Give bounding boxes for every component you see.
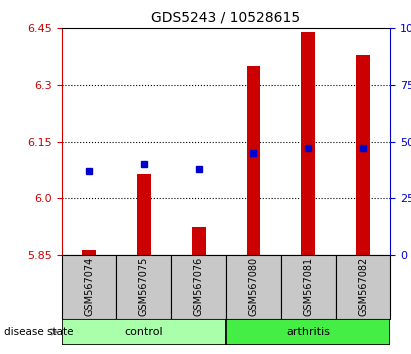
Bar <box>226 255 281 319</box>
Bar <box>116 255 171 319</box>
Text: GSM567081: GSM567081 <box>303 257 313 316</box>
Text: GSM567074: GSM567074 <box>84 257 94 316</box>
Bar <box>171 255 226 319</box>
Title: GDS5243 / 10528615: GDS5243 / 10528615 <box>152 10 300 24</box>
Text: GSM567080: GSM567080 <box>249 257 259 316</box>
Bar <box>62 319 226 345</box>
Text: ■: ■ <box>82 353 94 354</box>
Bar <box>226 319 390 345</box>
Text: GSM567076: GSM567076 <box>194 257 203 316</box>
Bar <box>247 66 260 255</box>
Text: GSM567075: GSM567075 <box>139 257 149 316</box>
Bar <box>301 32 315 255</box>
Text: control: control <box>125 327 163 337</box>
Bar <box>137 174 151 255</box>
Text: disease state: disease state <box>4 327 74 337</box>
Text: GSM567082: GSM567082 <box>358 257 368 316</box>
Bar <box>356 55 370 255</box>
Text: arthritis: arthritis <box>286 327 330 337</box>
Bar <box>192 227 206 255</box>
Bar <box>62 255 116 319</box>
Bar <box>82 250 96 255</box>
Bar <box>281 255 336 319</box>
Bar <box>336 255 390 319</box>
